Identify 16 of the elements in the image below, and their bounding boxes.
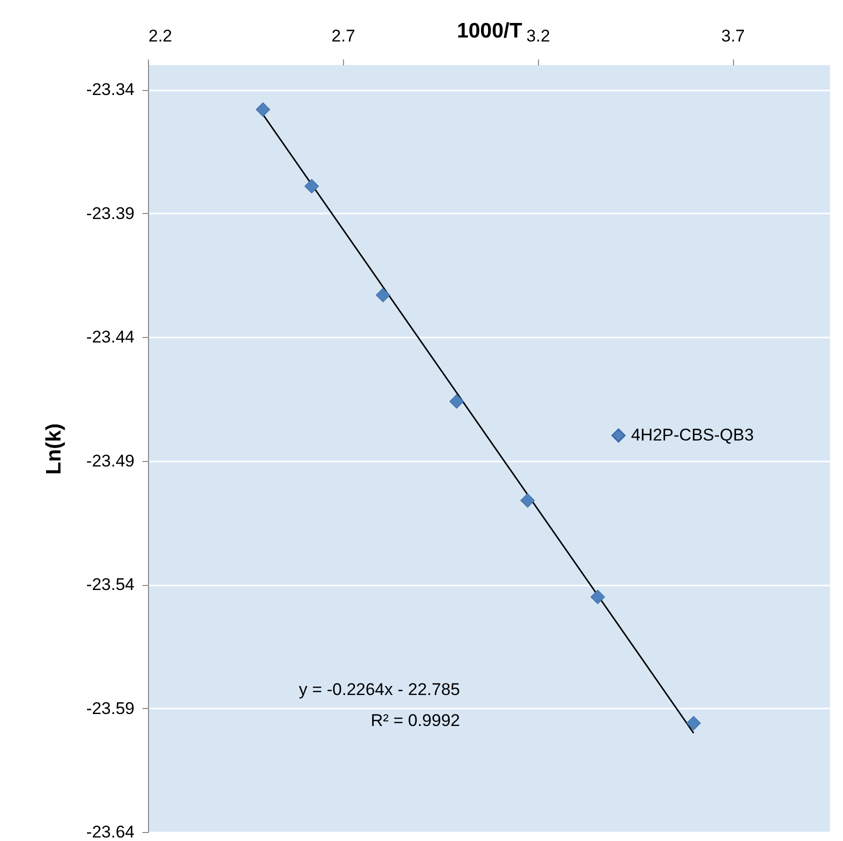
y-tick-label: -23.64: [86, 822, 134, 841]
x-tick-label: 3.2: [526, 26, 550, 46]
x-tick-label: 3.7: [721, 26, 745, 46]
y-tick-label: -23.54: [86, 575, 134, 594]
annotation: y = -0.2264x - 22.785: [298, 680, 460, 699]
y-tick-label: -23.39: [86, 204, 134, 223]
x-tick-label: 2.7: [332, 26, 356, 46]
annotation: R² = 0.9992: [370, 711, 460, 730]
x-tick-label: 2.2: [148, 26, 172, 46]
y-tick-label: -23.44: [86, 328, 134, 347]
x-axis-title: 1000/T: [456, 20, 522, 42]
y-tick-label: -23.59: [86, 698, 134, 718]
legend-label: 4H2P-CBS-QB3: [631, 426, 754, 444]
y-axis-title: Ln(k): [42, 423, 66, 475]
y-tick-label: -23.49: [86, 451, 134, 470]
y-tick-label: -23.34: [86, 80, 134, 100]
